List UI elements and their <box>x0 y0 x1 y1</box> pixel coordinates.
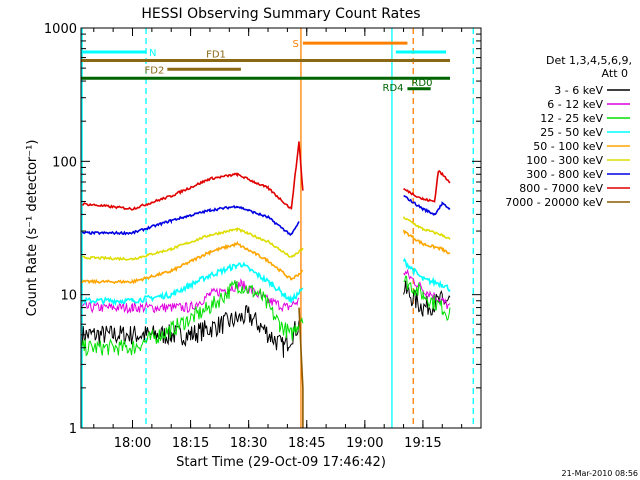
series-line <box>81 195 451 237</box>
series-line <box>81 229 451 285</box>
flag-label: FD2 <box>145 65 165 76</box>
legend-entry-label: 25 - 50 keV <box>540 126 603 139</box>
series-line <box>298 307 304 428</box>
legend-entry-label: 300 - 800 keV <box>526 168 603 181</box>
flag-label: RD4 <box>383 83 404 94</box>
y-tick-label: 1 <box>69 422 77 437</box>
legend-entry-label: 800 - 7000 keV <box>519 182 603 195</box>
series-line <box>81 257 451 307</box>
x-tick-label: 18:15 <box>172 436 209 451</box>
legend-header-att: Att 0 <box>602 67 628 80</box>
y-tick-label: 10 <box>60 289 77 304</box>
x-tick-label: 18:30 <box>230 436 267 451</box>
y-tick-label: 100 <box>52 155 77 170</box>
legend-entry-label: 6 - 12 keV <box>547 98 603 111</box>
legend-header-det: Det 1,3,4,5,6,9, <box>546 54 632 67</box>
series-line <box>82 141 451 211</box>
legend-entry-label: 50 - 100 keV <box>533 140 603 153</box>
series-line <box>82 216 451 262</box>
legend-entry-label: 12 - 25 keV <box>540 112 603 125</box>
flag-label: FD1 <box>206 50 226 61</box>
series-line <box>81 280 451 358</box>
series-line <box>81 275 451 357</box>
flag-label: N <box>149 48 156 59</box>
flag-label: S <box>293 39 299 50</box>
x-tick-label: 18:00 <box>114 436 151 451</box>
x-tick-label: 18:45 <box>288 436 325 451</box>
y-axis-label: Count Rate (s⁻¹ detector⁻¹) <box>25 140 40 317</box>
chart-title: HESSI Observing Summary Count Rates <box>141 6 420 22</box>
legend-entry-label: 100 - 300 keV <box>526 154 603 167</box>
x-tick-label: 19:00 <box>346 436 383 451</box>
y-tick-label: 1000 <box>44 22 77 37</box>
x-axis-label: Start Time (29-Oct-09 17:46:42) <box>176 455 386 470</box>
flag-label: RD0 <box>411 78 432 89</box>
legend-entry-label: 7000 - 20000 keV <box>505 196 603 209</box>
x-tick-label: 19:15 <box>404 436 441 451</box>
timestamp: 21-Mar-2010 08:56 <box>562 469 639 478</box>
legend-entry-label: 3 - 6 keV <box>554 84 603 97</box>
plot-frame <box>80 27 482 429</box>
